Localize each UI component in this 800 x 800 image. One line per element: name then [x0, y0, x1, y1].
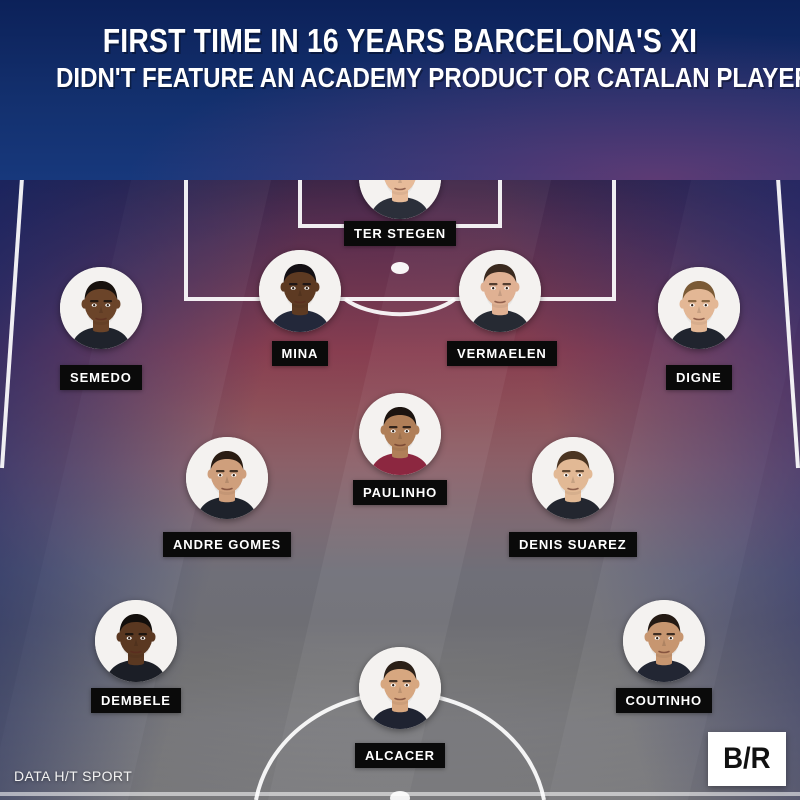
- player-name-label: ALCACER: [355, 743, 445, 768]
- player-portrait: [259, 250, 341, 332]
- player-name-label: MINA: [271, 341, 329, 366]
- page-title: FIRST TIME IN 16 YEARS BARCELONA'S XI: [102, 22, 698, 59]
- title-block: FIRST TIME IN 16 YEARS BARCELONA'S XI DI…: [0, 24, 800, 92]
- player-avatar: [623, 600, 705, 682]
- player-avatar: [60, 267, 142, 349]
- player-name-label: TER STEGEN: [344, 221, 457, 246]
- bleacher-report-logo: B/R: [708, 732, 786, 786]
- player-avatar: [532, 437, 614, 519]
- data-credit: DATA H/T SPORT: [14, 768, 133, 784]
- player-name-label: ANDRE GOMES: [163, 532, 292, 557]
- player-portrait: [459, 250, 541, 332]
- player-portrait: [359, 647, 441, 729]
- player-portrait: [359, 393, 441, 475]
- player-avatar: [186, 437, 268, 519]
- player-portrait: [186, 437, 268, 519]
- player-name-label: SEMEDO: [60, 365, 142, 390]
- header-banner: FIRST TIME IN 16 YEARS BARCELONA'S XI DI…: [0, 0, 800, 180]
- player-name-label: PAULINHO: [353, 480, 448, 505]
- player-avatar: [259, 250, 341, 332]
- player-portrait: [532, 437, 614, 519]
- player-avatar: [359, 393, 441, 475]
- player-portrait: [95, 600, 177, 682]
- player-avatar: [459, 250, 541, 332]
- player-avatar: [359, 647, 441, 729]
- logo-text: B/R: [723, 742, 771, 775]
- page-subtitle: DIDN'T FEATURE AN ACADEMY PRODUCT OR CAT…: [56, 61, 800, 93]
- player-avatar: [95, 600, 177, 682]
- player-portrait: [658, 267, 740, 349]
- player-portrait: [60, 267, 142, 349]
- player-avatar: [658, 267, 740, 349]
- player-name-label: DIGNE: [666, 365, 732, 390]
- player-name-label: COUTINHO: [615, 688, 713, 713]
- player-portrait: [623, 600, 705, 682]
- player-name-label: DENIS SUAREZ: [509, 532, 637, 557]
- centre-spot: [390, 791, 410, 800]
- penalty-spot: [391, 262, 409, 274]
- player-name-label: DEMBELE: [91, 688, 181, 713]
- player-name-label: VERMAELEN: [447, 341, 557, 366]
